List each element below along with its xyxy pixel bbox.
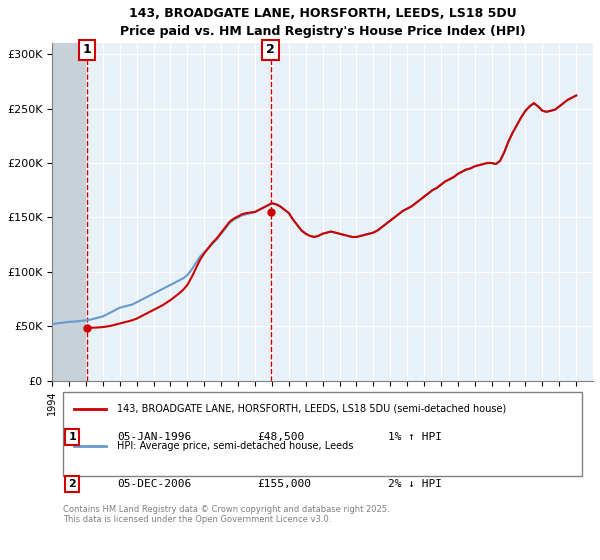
Text: £48,500: £48,500: [258, 432, 305, 442]
Text: Contains HM Land Registry data © Crown copyright and database right 2025.
This d: Contains HM Land Registry data © Crown c…: [63, 505, 389, 525]
Text: 1: 1: [68, 432, 76, 442]
Text: £155,000: £155,000: [258, 479, 312, 489]
Text: HPI: Average price, semi-detached house, Leeds: HPI: Average price, semi-detached house,…: [117, 441, 353, 451]
Bar: [52, 43, 86, 381]
Text: 143, BROADGATE LANE, HORSFORTH, LEEDS, LS18 5DU (semi-detached house): 143, BROADGATE LANE, HORSFORTH, LEEDS, L…: [117, 404, 506, 414]
Title: 143, BROADGATE LANE, HORSFORTH, LEEDS, LS18 5DU
Price paid vs. HM Land Registry': 143, BROADGATE LANE, HORSFORTH, LEEDS, L…: [120, 7, 526, 38]
Text: 2: 2: [68, 479, 76, 489]
Text: 2% ↓ HPI: 2% ↓ HPI: [388, 479, 442, 489]
Text: 05-DEC-2006: 05-DEC-2006: [117, 479, 191, 489]
Text: 1% ↑ HPI: 1% ↑ HPI: [388, 432, 442, 442]
Text: 05-JAN-1996: 05-JAN-1996: [117, 432, 191, 442]
FancyBboxPatch shape: [63, 392, 582, 476]
Text: 2: 2: [266, 43, 275, 56]
Text: 1: 1: [82, 43, 91, 56]
